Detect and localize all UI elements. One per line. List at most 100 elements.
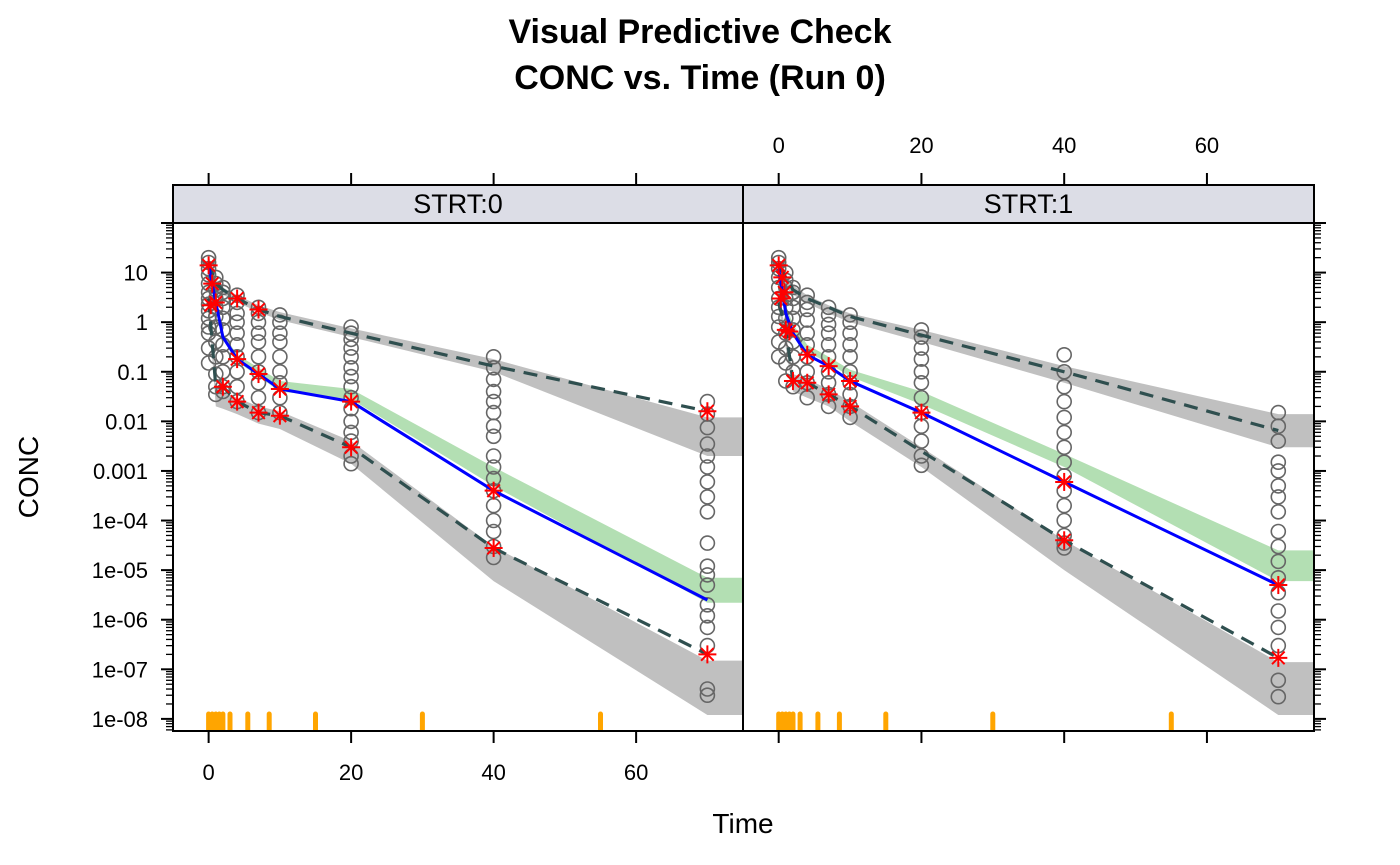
x-tick-label: 60 [1195,133,1219,158]
observed-point [799,301,816,318]
observed-percentile-star [841,372,860,391]
observed-point [699,577,716,593]
observed-point [1056,363,1072,380]
y-tick-label: 0.01 [105,409,148,434]
strip-label: STRT:1 [984,189,1074,219]
observed-point [1056,439,1072,456]
x-tick-label: 0 [773,133,785,158]
median-ci-band [778,259,1314,582]
observed-point [699,687,716,704]
p05-line [777,302,1280,660]
observed-point [1270,672,1287,689]
observed-point [229,325,245,342]
observed-percentile-star [206,293,225,312]
observed-point [842,348,858,365]
observed-point [485,404,502,421]
p95-ci-band [778,257,1314,448]
panel-0: STRT:0 0 20 40 60 [172,173,744,785]
y-tick-label: 1e-05 [92,558,148,583]
observed-point [200,319,217,335]
observed-point [820,316,837,333]
observed-point [485,497,502,514]
observed-point [485,418,502,435]
observed-point [343,348,359,365]
observed-point [913,351,930,367]
x-tick-label: 60 [624,760,648,785]
panel-data-0 [199,249,743,731]
y-tick-label: 10 [124,261,148,286]
observed-point [485,428,502,445]
panels: STRT:0 0 20 40 60 STRT:1 0 20 40 60 10 1 0.1 0.01 0.00… [92,133,1326,785]
observed-percentile-star [780,322,799,341]
observed-percentile-star [798,373,817,392]
observed-point [1056,378,1072,395]
observed-point [343,359,359,376]
observed-percentile-star [1269,648,1288,667]
observed-point [699,535,716,551]
y-tick-label: 1e-07 [92,657,148,682]
observed-point [785,279,801,296]
x-tick-label: 20 [339,760,363,785]
observed-point [913,340,930,356]
y-axis: 10 1 0.1 0.01 0.001 1e-04 1e-05 1e-06 1e-07 1e-08 [92,222,1326,732]
observed-percentile-star [912,403,931,422]
observed-point [913,433,930,449]
observed-point [272,348,288,365]
observed-percentile-star [201,296,220,315]
observed-percentile-star [798,345,817,364]
observed-point [250,348,267,365]
observed-point [485,383,502,400]
observed-point [842,314,858,331]
observed-point [485,523,502,540]
observed-point [820,325,837,342]
observed-percentile-star [841,397,860,416]
observed-point [799,312,816,328]
observed-point [485,371,502,388]
observed-point [699,503,716,520]
observed-percentile-star [249,365,268,384]
y-tick-label: 0.1 [117,360,148,385]
observed-percentile-star [819,357,838,376]
observed-point [343,413,359,430]
y-axis-label: CONC [13,436,44,518]
observed-point [272,307,288,323]
observed-percentile-star [270,406,289,425]
x-tick-label: 40 [1052,133,1076,158]
observed-point [485,359,502,376]
p95-ci-band [208,255,743,456]
observed-percentile-star [1055,531,1074,550]
observed-point [485,459,502,475]
observed-point [1056,424,1072,441]
observed-point [215,310,231,327]
observed-percentile-star [1055,472,1074,491]
observed-point [699,489,716,505]
panel-frame [742,222,1315,732]
observed-point [799,325,816,342]
x-tick-label: 40 [481,760,505,785]
observed-point [699,596,716,613]
observed-point [1270,553,1287,570]
strip-label: STRT:0 [413,189,503,219]
observed-percentile-star [228,392,247,411]
observed-point [699,619,716,636]
observed-point [820,307,837,323]
observed-point [842,336,858,353]
observed-point [1056,393,1072,410]
observed-percentile-star [342,392,361,411]
observed-percentile-star [819,385,838,404]
observed-percentile-star [249,300,268,319]
observed-point [1056,409,1072,426]
observed-percentile-star [771,289,790,308]
observed-percentile-star [773,268,792,287]
observed-percentile-star [1269,576,1288,595]
observed-percentile-star [342,438,361,457]
observed-point [485,448,502,464]
observed-point [699,567,716,583]
observed-point [913,374,930,391]
y-tick-label: 1e-08 [92,707,148,732]
observed-point [1056,346,1072,363]
observed-point [699,681,716,697]
observed-percentile-star [769,256,788,275]
observed-point [1270,603,1287,619]
